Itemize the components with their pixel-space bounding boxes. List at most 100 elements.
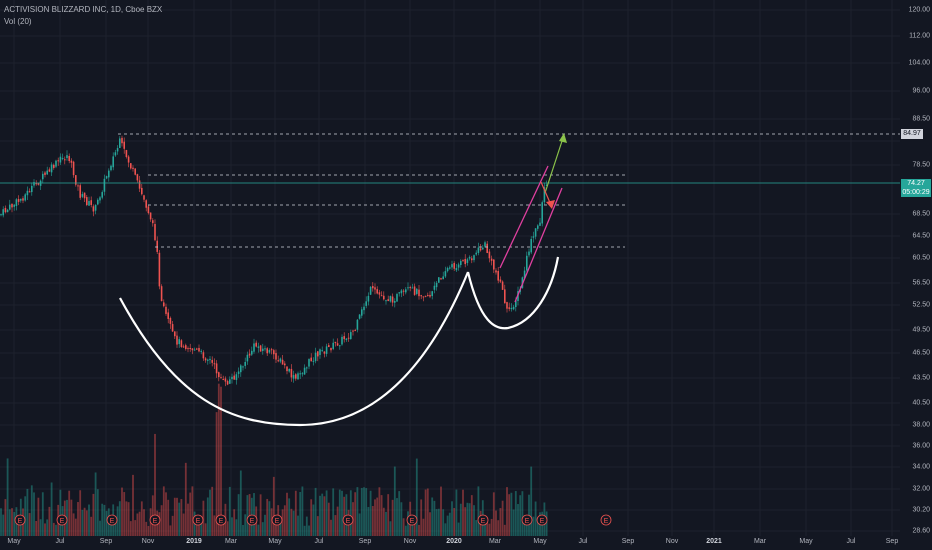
volume-bar: [424, 489, 427, 536]
volume-bar: [187, 503, 189, 536]
earnings-label: E: [196, 518, 201, 525]
candle-body: [411, 287, 414, 289]
candle-body: [125, 150, 128, 157]
candle-body: [352, 330, 354, 332]
earnings-label: E: [18, 518, 23, 525]
volume-bar: [435, 509, 438, 536]
volume-bar: [176, 497, 178, 536]
candle-body: [277, 360, 279, 362]
candle-body: [233, 375, 235, 380]
volume-bar: [530, 466, 533, 536]
time-tick: Jul: [314, 538, 324, 545]
volume-bar: [400, 502, 403, 536]
volume-bar: [385, 511, 387, 536]
candle-body: [22, 198, 24, 201]
price-tick: 56.50: [912, 279, 930, 287]
candle-body: [526, 255, 528, 271]
time-axis[interactable]: May Jul Sep Nov 2019 Mar May Jul Sep Nov 2020 Mar Ma…: [0, 536, 932, 550]
volume-bar: [398, 491, 401, 536]
volume-bar: [371, 506, 374, 536]
volume-bar: [129, 521, 132, 536]
candle-body: [154, 224, 156, 241]
volume-bar: [246, 495, 249, 536]
volume-bar: [404, 525, 407, 536]
volume-legend[interactable]: Vol (20): [4, 17, 32, 26]
volume-bar: [55, 524, 57, 536]
candle-body: [451, 264, 453, 268]
price-tick: 104.00: [908, 59, 930, 67]
volume-bar: [228, 486, 231, 536]
volume-bar: [85, 510, 88, 536]
candle-body: [196, 348, 198, 350]
volume-bar: [336, 506, 339, 536]
earnings-marker: [406, 514, 418, 526]
price-tick: 52.50: [912, 301, 930, 309]
candle-body: [31, 185, 33, 193]
candle-body: [81, 194, 84, 197]
volume-bar: [294, 490, 297, 536]
volume-bar: [536, 517, 539, 536]
volume-bar: [99, 520, 101, 536]
price-tick: 30.20: [912, 506, 930, 514]
candle-body: [50, 164, 53, 173]
volume-bar: [495, 510, 497, 536]
candle-body: [420, 295, 422, 297]
volume-bar: [222, 517, 225, 536]
price-tick: 38.00: [912, 421, 930, 429]
volume-bar: [523, 518, 526, 536]
volume-bar: [261, 522, 264, 536]
price-axis[interactable]: 120.00 112.00 104.00 96.00 88.50 78.50 68.50 64…: [900, 0, 932, 536]
price-tick: 68.50: [912, 210, 930, 218]
volume-bar: [519, 495, 522, 536]
candle-body: [66, 155, 68, 159]
volume-bar: [473, 505, 475, 536]
candle-body: [534, 228, 537, 237]
candle-body: [275, 353, 277, 360]
volume-bar: [140, 501, 143, 536]
volume-bar: [517, 504, 519, 536]
volume-bar: [162, 486, 165, 536]
volume-bar: [433, 500, 436, 536]
earnings-marker: [536, 514, 548, 526]
time-tick: 2019: [186, 538, 202, 545]
candle-body: [444, 271, 447, 277]
earnings-label: E: [604, 518, 609, 525]
price-tick: 78.50: [912, 161, 930, 169]
volume-bar: [257, 524, 260, 536]
volume-bar: [226, 521, 229, 536]
volume-bar: [136, 513, 139, 536]
volume-bar: [305, 516, 308, 536]
volume-bar: [380, 495, 383, 536]
candle-body: [460, 260, 462, 265]
volume-bar: [79, 490, 82, 536]
candle-body: [4, 207, 7, 213]
candle-body: [468, 257, 471, 259]
volume-bar: [81, 509, 84, 536]
chart-pane[interactable]: E E E E E E E E E E E E E E ACTIVISION BLIZZARD INC, …: [0, 0, 900, 536]
volume-bar: [154, 433, 156, 536]
volume-bar: [242, 525, 244, 536]
symbol-legend[interactable]: ACTIVISION BLIZZARD INC, 1D, Cboe BZX: [4, 5, 163, 14]
volume-bar: [297, 515, 299, 536]
volume-bar: [444, 523, 447, 536]
candle-body: [482, 247, 484, 250]
candle-body: [28, 191, 31, 193]
candle-body: [209, 358, 211, 361]
candle-body: [246, 354, 249, 362]
time-tick: May: [799, 538, 813, 545]
earnings-label: E: [219, 518, 224, 525]
candle-body: [330, 347, 332, 351]
volume-bar: [369, 490, 372, 536]
volume-bar: [239, 470, 242, 536]
candle-body: [484, 242, 486, 247]
candle-body: [77, 185, 79, 187]
volume-bar: [510, 492, 513, 536]
volume-bar: [501, 500, 504, 536]
volume-bar: [6, 458, 9, 536]
candle-body: [402, 290, 405, 292]
candle-body: [112, 156, 114, 168]
volume-bar: [41, 492, 44, 536]
volume-bar: [116, 506, 119, 536]
